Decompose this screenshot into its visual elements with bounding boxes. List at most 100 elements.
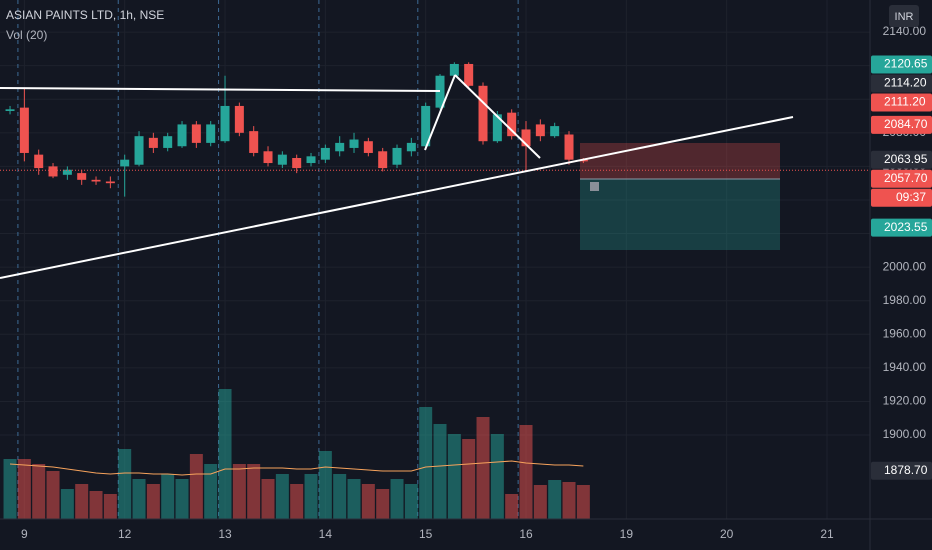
x-tick-label: 19 [620,527,634,541]
volume-bar [275,474,289,519]
volume-bar [146,484,160,519]
volume-bar [562,482,576,519]
candle-body [521,129,531,147]
x-tick-label: 12 [118,527,132,541]
y-tick-label: 1940.00 [883,360,927,374]
volume-bar [175,479,189,519]
candle-body [406,142,416,152]
volume-bar [548,480,562,519]
trend-line [0,87,441,92]
candle-body [91,179,101,182]
chart-title: ASIAN PAINTS LTD, 1h, NSE [6,8,164,22]
y-tick-label: 1960.00 [883,326,927,340]
candle-body [320,147,330,160]
volume-bar [447,434,461,519]
price-badge [871,461,932,480]
candle-body [191,124,201,143]
x-tick-label: 9 [21,527,28,541]
trend-line [424,74,456,151]
candle-body [234,105,244,133]
candle-body [77,173,87,180]
price-badge-label: 2120.65 [884,57,928,71]
y-tick-label: 2000.00 [883,259,927,273]
trend-line [454,74,541,159]
candle-body [535,124,545,137]
volume-bar [318,451,332,519]
price-badge-label: 2063.95 [884,152,928,166]
candle-body [478,85,488,142]
candle-body [120,159,130,167]
volume-bar [3,459,17,519]
marks [0,62,870,519]
price-badge [871,74,932,93]
candle-body [464,63,474,86]
candle-body [249,131,259,153]
x-tick-label: 21 [820,527,834,541]
volume-bar [89,491,103,519]
volume-bar [17,459,31,519]
candle-body [163,136,173,148]
candle-body [507,112,517,137]
candle-body [19,107,29,153]
volume-bar [189,454,203,519]
volume-bar [462,439,476,519]
countdown-badge [871,188,932,207]
grid [0,0,870,519]
candle-body [564,134,574,160]
volume-ma-line [9,460,584,476]
x-tick-label: 14 [319,527,333,541]
currency-button[interactable] [889,5,919,27]
volume-bar [576,485,590,519]
y-tick-label: 1920.00 [883,394,927,408]
candle-body [378,151,388,169]
countdown-label: 09:37 [896,190,926,204]
volume-bar [433,424,447,519]
volume-bar [519,425,533,519]
candle-body [292,158,302,169]
candle-body [449,63,459,76]
price-badge-label: 2023.55 [884,220,928,234]
stop-zone [580,143,780,179]
price-badge-label: 1878.70 [884,463,928,477]
volume-bar [204,464,218,519]
volume-bar [533,485,547,519]
candle-body [492,114,502,142]
currency-label[interactable]: INR [895,11,914,23]
price-badge-label: 2111.20 [884,95,926,109]
volume-bar [32,464,46,519]
volume-bar [103,494,117,519]
candle-body [550,126,560,137]
price-badge [871,93,932,112]
candle-body [5,109,15,111]
price-badge-label: 2114.20 [884,76,927,90]
volume-bar [218,389,232,519]
x-tick-label: 20 [720,527,734,541]
volume-bar [361,484,375,519]
volume-bar [347,479,361,519]
candle-body [435,75,445,108]
volume-bar [333,474,347,519]
volume-bar [290,484,304,519]
trend-line [0,116,794,279]
volume-bar [390,479,404,519]
volume-bar [376,489,390,519]
position-marker[interactable] [590,182,599,191]
volume-bar [476,417,490,519]
volume-bar [161,474,175,519]
volume-bar [60,489,74,519]
volume-bar [46,471,60,519]
candle-body [206,124,216,143]
x-tick-label: 13 [218,527,232,541]
candle-body [62,169,72,175]
price-badge [871,150,932,169]
volume-bar [261,479,275,519]
candle-body [392,147,402,165]
y-tick-label: 1900.00 [883,427,927,441]
volume-bar [132,479,146,519]
price-badge [871,55,932,74]
candle-body [148,137,158,148]
y-tick-label: 1980.00 [883,293,927,307]
price-badge [871,115,932,134]
candle-body [220,105,230,142]
x-tick-label: 15 [419,527,433,541]
